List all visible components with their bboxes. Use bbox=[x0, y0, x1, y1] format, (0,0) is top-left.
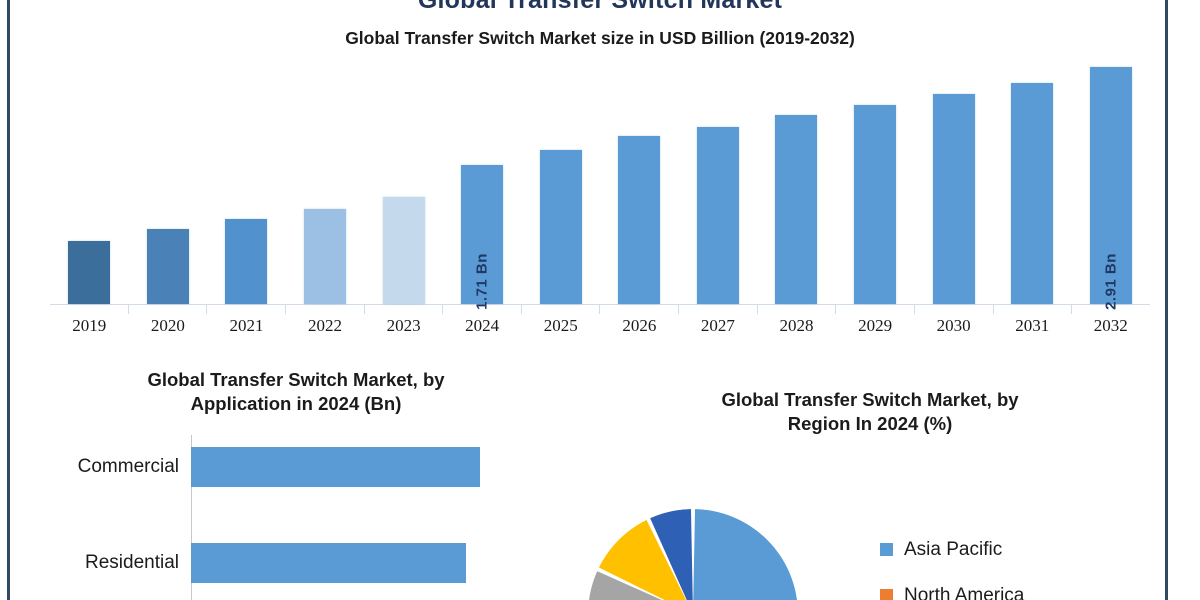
x-axis-label: 2029 bbox=[858, 316, 893, 335]
region-chart-title-line1: Global Transfer Switch Market, by bbox=[721, 389, 1019, 410]
bar bbox=[932, 94, 975, 304]
legend-item[interactable]: Asia Pacific bbox=[880, 539, 1024, 561]
bar-chart-title: Global Transfer Switch Market size in US… bbox=[345, 28, 855, 48]
application-category-label: Residential bbox=[85, 551, 179, 573]
x-axis-label: 2021 bbox=[229, 316, 264, 335]
application-chart-title-line2: Application in 2024 (Bn) bbox=[190, 393, 402, 415]
x-axis-tick bbox=[679, 305, 758, 314]
bar bbox=[146, 229, 189, 304]
bar bbox=[304, 208, 347, 304]
legend-label: Asia Pacific bbox=[904, 538, 1003, 560]
legend-item[interactable]: North America bbox=[880, 585, 1024, 600]
bar bbox=[225, 218, 268, 304]
bar-value-label: 2.91 Bn bbox=[1102, 253, 1120, 310]
bar-cell: 1.71 Bn bbox=[443, 52, 522, 310]
application-bar bbox=[191, 446, 481, 487]
x-axis-tick bbox=[522, 305, 601, 314]
bar-cell bbox=[600, 52, 679, 304]
bar bbox=[382, 196, 425, 304]
x-axis-tick bbox=[129, 305, 208, 314]
bar: 1.71 Bn bbox=[461, 165, 504, 310]
x-axis-label: 2031 bbox=[1015, 316, 1050, 335]
pie-slice bbox=[598, 519, 687, 600]
x-axis-tick bbox=[443, 305, 522, 314]
x-axis-label: 2030 bbox=[936, 316, 971, 335]
x-axis-tick bbox=[50, 305, 129, 314]
bar bbox=[854, 104, 897, 304]
bar-cell bbox=[521, 52, 600, 304]
legend-swatch-icon bbox=[880, 543, 893, 557]
bar-cell bbox=[207, 52, 286, 304]
legend-label: North America bbox=[904, 584, 1025, 600]
x-axis-tick bbox=[365, 305, 444, 314]
pie-graphic bbox=[588, 508, 798, 600]
application-bar-chart: Global Transfer Switch Market, by Applic… bbox=[36, 368, 556, 600]
application-plot-area: Commercial Residential bbox=[36, 434, 556, 600]
x-axis-label: 2032 bbox=[1093, 316, 1128, 335]
bar-cell bbox=[914, 52, 993, 304]
market-size-bar-chart: Global Transfer Switch Market size in US… bbox=[40, 28, 1160, 338]
x-axis-tick bbox=[915, 305, 994, 314]
bar-cell bbox=[757, 52, 836, 304]
bar bbox=[618, 135, 661, 304]
application-bar-row: Residential bbox=[85, 531, 556, 595]
bar bbox=[1011, 82, 1054, 304]
application-chart-title-line1: Global Transfer Switch Market, by bbox=[147, 369, 445, 390]
region-pie-chart: Global Transfer Switch Market, by Region… bbox=[580, 388, 1160, 600]
application-category-label: Commercial bbox=[77, 455, 179, 477]
bar-cell bbox=[993, 52, 1072, 304]
bar-cell bbox=[286, 52, 365, 304]
frame-rule-left bbox=[7, 0, 10, 600]
x-axis-labels: 2019 2020 2021 2022 2023 2024 2025 2026 2027 2028… bbox=[50, 316, 1150, 336]
x-axis-tick bbox=[207, 305, 286, 314]
bar-chart-plot-area: 1.71 Bn 2.91 Bn bbox=[50, 52, 1151, 310]
bar-cell: 2.91 Bn bbox=[1072, 52, 1151, 310]
bar bbox=[775, 115, 818, 304]
bar-cell bbox=[836, 52, 915, 304]
x-axis-ticks bbox=[50, 305, 1150, 314]
x-axis-label: 2028 bbox=[779, 316, 814, 335]
x-axis-label: 2022 bbox=[308, 316, 343, 335]
x-axis-label: 2024 bbox=[465, 316, 500, 335]
application-bar-row: Commercial bbox=[78, 435, 556, 499]
bar-cell bbox=[679, 52, 758, 304]
bar-cell bbox=[129, 52, 208, 304]
pie-slice bbox=[693, 508, 798, 600]
page-title: Global Transfer Switch Market bbox=[417, 0, 783, 14]
bar-cell bbox=[364, 52, 443, 304]
application-bar bbox=[191, 542, 466, 583]
bar bbox=[68, 240, 111, 304]
pie-slice bbox=[650, 508, 693, 600]
region-chart-title-line2: Region In 2024 (%) bbox=[787, 413, 953, 435]
x-axis-label: 2025 bbox=[543, 316, 578, 335]
bar-cell bbox=[50, 52, 129, 304]
bar-series: 1.71 Bn 2.91 Bn bbox=[50, 52, 1151, 310]
bar bbox=[539, 149, 582, 304]
x-axis-label: 2019 bbox=[72, 316, 107, 335]
x-axis-tick bbox=[836, 305, 916, 314]
x-axis-tick bbox=[286, 305, 365, 314]
application-chart-title: Global Transfer Switch Market, by Applic… bbox=[36, 368, 556, 417]
x-axis-label: 2023 bbox=[386, 316, 421, 335]
x-axis-label: 2020 bbox=[150, 316, 185, 335]
x-axis-tick bbox=[758, 305, 837, 314]
legend-swatch-icon bbox=[880, 589, 893, 600]
pie-slice bbox=[588, 570, 663, 600]
x-axis-label: 2026 bbox=[622, 316, 657, 335]
x-axis-label: 2027 bbox=[700, 316, 735, 335]
x-axis-tick bbox=[994, 305, 1073, 314]
frame-rule-right bbox=[1165, 0, 1168, 600]
bar: 2.91 Bn bbox=[1089, 67, 1132, 310]
region-chart-title: Global Transfer Switch Market, by Region… bbox=[580, 388, 1160, 437]
bar-value-label: 1.71 Bn bbox=[473, 253, 491, 310]
x-axis-tick bbox=[600, 305, 680, 314]
bar bbox=[696, 126, 739, 304]
x-axis-tick bbox=[1072, 305, 1150, 314]
